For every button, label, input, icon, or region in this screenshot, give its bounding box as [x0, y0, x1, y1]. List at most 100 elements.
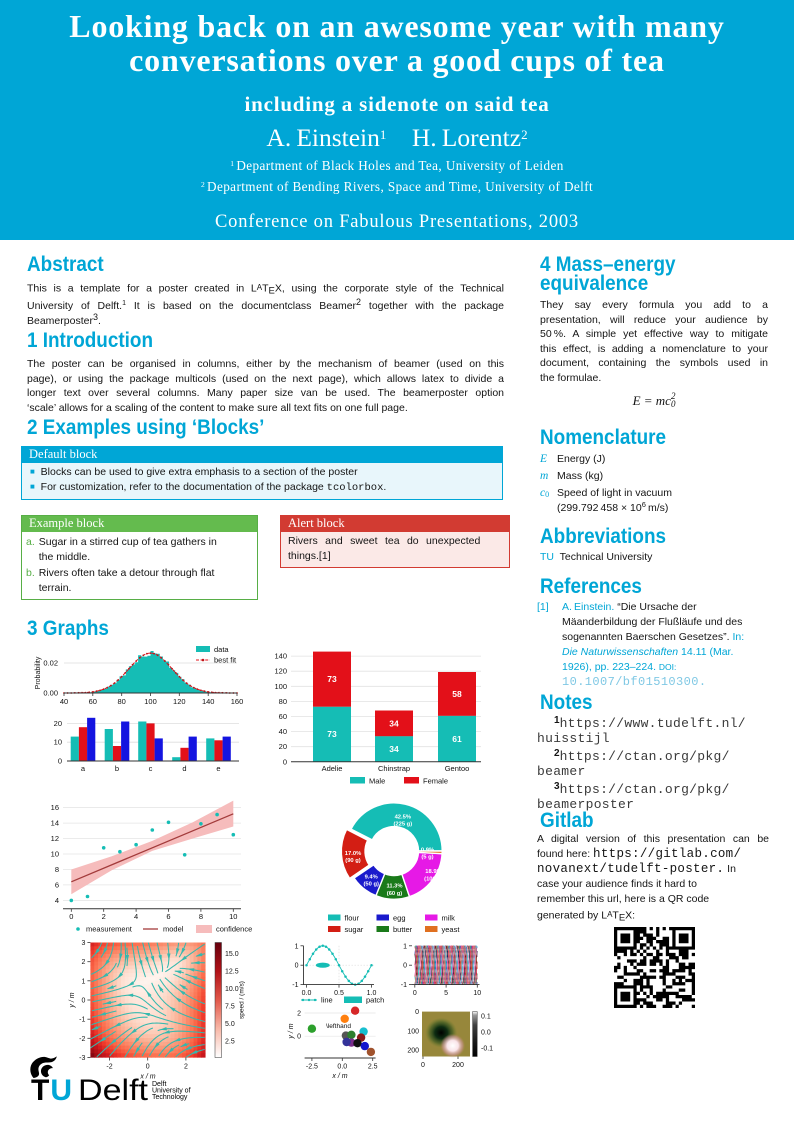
- svg-text:10: 10: [51, 850, 59, 859]
- svg-text:2.5: 2.5: [368, 1064, 378, 1071]
- svg-text:2.5: 2.5: [225, 1038, 235, 1045]
- svg-text:0: 0: [413, 990, 417, 997]
- svg-text:4: 4: [55, 896, 59, 905]
- svg-text:10.0: 10.0: [225, 986, 239, 993]
- svg-text:0.0: 0.0: [337, 1064, 347, 1071]
- svg-text:(100 g): (100 g): [424, 876, 443, 882]
- svg-text:160: 160: [231, 697, 244, 706]
- svg-text:x / m: x / m: [331, 1073, 347, 1080]
- svg-text:y / m: y / m: [69, 992, 76, 1008]
- svg-text:(225 g): (225 g): [393, 822, 412, 828]
- svg-text:0.02: 0.02: [43, 659, 58, 668]
- svg-text:1.0: 1.0: [367, 990, 377, 997]
- svg-text:5: 5: [444, 990, 448, 997]
- svg-text:8: 8: [55, 865, 59, 874]
- svg-text:1: 1: [81, 978, 85, 985]
- svg-text:3: 3: [81, 940, 85, 947]
- svg-text:0: 0: [415, 1009, 419, 1016]
- svg-text:34: 34: [389, 718, 399, 728]
- svg-text:TU: TU: [31, 1074, 72, 1107]
- svg-text:Chinstrap: Chinstrap: [378, 764, 410, 773]
- svg-text:61: 61: [452, 734, 462, 744]
- svg-text:Gentoo: Gentoo: [445, 764, 470, 773]
- svg-text:-1: -1: [401, 982, 407, 989]
- svg-text:yeast: yeast: [442, 925, 461, 934]
- svg-text:confidence: confidence: [216, 925, 252, 934]
- svg-text:200: 200: [452, 1062, 464, 1069]
- svg-text:2: 2: [184, 1064, 188, 1071]
- svg-text:Technology: Technology: [152, 1094, 188, 1101]
- svg-text:12: 12: [51, 834, 59, 843]
- svg-text:c: c: [149, 764, 153, 773]
- svg-text:-0.1: -0.1: [481, 1046, 493, 1053]
- svg-text:model: model: [163, 925, 184, 934]
- svg-text:patch: patch: [366, 996, 384, 1005]
- svg-text:58: 58: [452, 689, 462, 699]
- svg-text:University of: University of: [152, 1088, 191, 1095]
- svg-text:(60 g): (60 g): [387, 891, 403, 897]
- svg-text:x / m: x / m: [139, 1074, 155, 1081]
- svg-text:60: 60: [279, 712, 287, 721]
- svg-text:0.00: 0.00: [43, 689, 58, 698]
- svg-text:80: 80: [279, 697, 287, 706]
- svg-text:20: 20: [54, 719, 62, 728]
- svg-text:best fit: best fit: [214, 656, 237, 665]
- svg-text:0.0: 0.0: [302, 990, 312, 997]
- svg-text:42.5%: 42.5%: [395, 815, 411, 821]
- svg-text:10: 10: [229, 912, 237, 921]
- svg-text:1: 1: [295, 943, 299, 950]
- svg-text:sugar: sugar: [345, 925, 364, 934]
- svg-text:6: 6: [55, 880, 59, 889]
- svg-text:0: 0: [146, 1064, 150, 1071]
- svg-text:15.0: 15.0: [225, 951, 239, 958]
- svg-text:0: 0: [58, 757, 62, 766]
- svg-text:line: line: [321, 996, 333, 1005]
- svg-text:y / m: y / m: [288, 1023, 295, 1039]
- svg-text:6: 6: [166, 912, 170, 921]
- svg-text:d: d: [182, 764, 186, 773]
- svg-text:100: 100: [274, 682, 287, 691]
- svg-text:60: 60: [89, 697, 97, 706]
- svg-text:0: 0: [283, 757, 287, 766]
- svg-text:0: 0: [81, 998, 85, 1005]
- svg-text:18.9%: 18.9%: [425, 869, 441, 875]
- svg-text:73: 73: [327, 729, 337, 739]
- svg-text:milk: milk: [442, 914, 456, 923]
- svg-text:100: 100: [144, 697, 157, 706]
- svg-text:-3: -3: [79, 1055, 85, 1062]
- svg-text:120: 120: [173, 697, 186, 706]
- svg-text:9.4%: 9.4%: [365, 874, 378, 880]
- svg-text:10: 10: [54, 738, 62, 747]
- svg-text:2: 2: [81, 959, 85, 966]
- svg-text:2: 2: [102, 912, 106, 921]
- svg-text:12.5: 12.5: [225, 969, 239, 976]
- svg-text:40: 40: [60, 697, 68, 706]
- svg-text:80: 80: [118, 697, 126, 706]
- svg-text:0: 0: [403, 963, 407, 970]
- svg-text:0: 0: [421, 1062, 425, 1069]
- svg-text:10: 10: [473, 990, 481, 997]
- svg-text:140: 140: [202, 697, 215, 706]
- svg-text:Delft: Delft: [78, 1074, 149, 1107]
- svg-text:butter: butter: [393, 925, 413, 934]
- svg-text:14: 14: [51, 819, 59, 828]
- svg-text:measurement: measurement: [86, 925, 133, 934]
- svg-text:-2.5: -2.5: [306, 1064, 318, 1071]
- svg-text:34: 34: [389, 744, 399, 754]
- svg-text:40: 40: [279, 727, 287, 736]
- svg-text:Male: Male: [369, 777, 385, 786]
- svg-text:(90 g): (90 g): [345, 858, 361, 864]
- svg-text:0.1: 0.1: [481, 1014, 491, 1021]
- svg-text:73: 73: [327, 674, 337, 684]
- svg-text:a: a: [81, 764, 86, 773]
- svg-text:(5 g): (5 g): [421, 855, 433, 861]
- svg-text:Delft: Delft: [152, 1081, 166, 1088]
- svg-text:2: 2: [297, 1011, 301, 1018]
- svg-text:100: 100: [407, 1028, 419, 1035]
- svg-text:0: 0: [295, 963, 299, 970]
- svg-text:\lefthand: \lefthand: [326, 1023, 351, 1030]
- svg-text:4: 4: [134, 912, 138, 921]
- svg-text:140: 140: [274, 652, 287, 661]
- svg-text:200: 200: [407, 1048, 419, 1055]
- svg-text:e: e: [216, 764, 220, 773]
